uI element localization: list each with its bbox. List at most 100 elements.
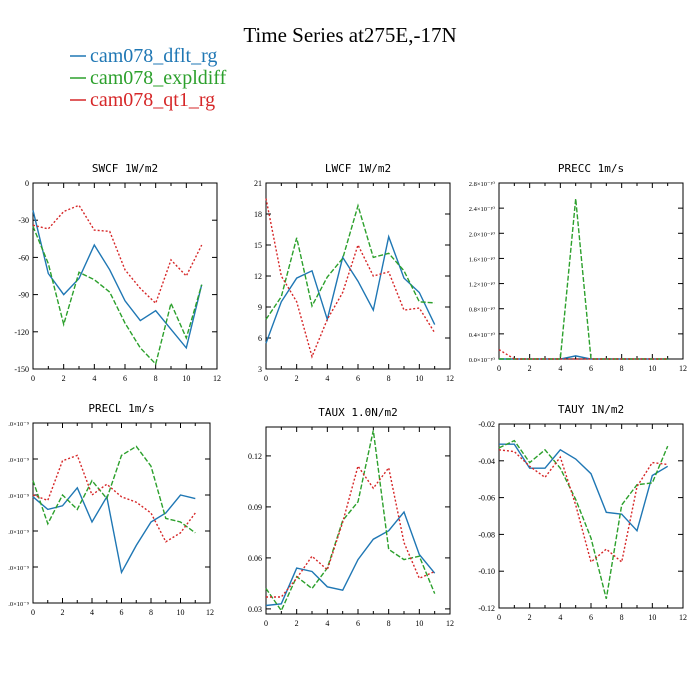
series-line xyxy=(32,226,203,366)
y-tick-label: 0.0×10⁻¹⁰ xyxy=(469,357,496,364)
series-line xyxy=(266,464,435,598)
x-tick-label: 2 xyxy=(528,613,532,622)
x-tick-label: 8 xyxy=(387,374,391,383)
x-tick-label: 8 xyxy=(620,364,624,373)
x-tick-label: 10 xyxy=(177,608,185,617)
x-tick-label: 12 xyxy=(446,374,454,383)
x-tick-label: 10 xyxy=(648,613,656,622)
y-tick-label: .0×10⁻⁹ xyxy=(8,601,29,608)
y-tick-label: -150 xyxy=(14,365,29,374)
x-tick-label: 0 xyxy=(497,364,501,373)
panel-title: TAUX 1.0N/m2 xyxy=(318,406,397,419)
y-tick-label: 0.09 xyxy=(248,503,262,512)
x-tick-label: 0 xyxy=(31,608,35,617)
panels: SWCF 1W/m20 2 4 6 8 10 12-150-120-90-60-300LWC… xyxy=(8,162,687,628)
series-line xyxy=(265,510,436,607)
x-tick-label: 2 xyxy=(528,364,532,373)
series-line xyxy=(32,486,196,575)
y-tick-label: 15 xyxy=(254,241,262,250)
y-tick-label: .0×10⁻⁹ xyxy=(8,457,29,464)
y-tick-label: -60 xyxy=(18,253,29,262)
series-line xyxy=(265,198,436,359)
figure-title: Time Series at275E,-17N xyxy=(243,23,456,47)
y-tick-label: 21 xyxy=(254,179,262,188)
x-tick-label: 4 xyxy=(558,364,562,373)
chart-panel: PRECC 1m/s 0 2 4 6 8 10 12 0.0×10⁻¹⁰ 0.4×10⁻¹⁰ 0.8… xyxy=(469,162,687,373)
y-tick-label: 2.8×10⁻¹⁰ xyxy=(469,181,496,188)
x-tick-label: 6 xyxy=(356,374,360,383)
y-tick-label: 0.4×10⁻¹⁰ xyxy=(469,332,496,339)
x-tick-label: 2 xyxy=(295,374,299,383)
legend-label: cam078_expldiff xyxy=(90,67,227,89)
series-line xyxy=(32,210,203,350)
series-line xyxy=(265,203,435,320)
y-tick-label: -30 xyxy=(18,216,29,225)
y-tick-label: -0.12 xyxy=(478,604,495,613)
x-tick-label: 12 xyxy=(446,619,454,628)
y-tick-label: .0×10⁻⁹ xyxy=(8,421,29,428)
legend-label: cam078_dflt_rg xyxy=(90,45,217,67)
legend-item: cam078_dflt_rg xyxy=(70,45,217,67)
series-line xyxy=(498,449,668,564)
plot-frame xyxy=(32,422,211,604)
y-tick-label: -0.10 xyxy=(478,567,495,576)
x-tick-label: 10 xyxy=(415,374,423,383)
series-line xyxy=(32,445,196,534)
plot-frame xyxy=(498,423,684,609)
x-tick-label: 12 xyxy=(206,608,214,617)
plot-frame xyxy=(498,182,684,360)
chart-panel: TAUX 1.0N/m2 0 2 4 6 8 10 12 0.03 0.06 0.09 0.12 xyxy=(248,406,454,628)
series-line xyxy=(498,439,669,599)
x-tick-label: 6 xyxy=(120,608,124,617)
x-tick-label: 4 xyxy=(90,608,94,617)
series-line xyxy=(499,198,668,360)
x-tick-label: 8 xyxy=(620,613,624,622)
chart-panel: SWCF 1W/m2 0 2 4 6 8 10 12 -150 -120 -90 -60 -30 0 xyxy=(14,162,221,383)
y-tick-label: .0×10⁻⁹ xyxy=(8,529,29,536)
y-tick-label: 1.6×10⁻¹⁰ xyxy=(469,256,496,263)
x-tick-label: 0 xyxy=(31,374,35,383)
x-tick-label: 10 xyxy=(182,374,190,383)
panel-title: LWCF 1W/m2 xyxy=(325,162,391,175)
x-tick-label: 8 xyxy=(387,619,391,628)
chart-panel: PRECL 1m/s 0 2 4 6 8 10 12 .0×10⁻⁹ .0×10⁻⁹ .0×10⁻⁹… xyxy=(8,402,214,617)
x-tick-label: 0 xyxy=(264,374,268,383)
y-tick-label: 0.06 xyxy=(248,554,262,563)
x-tick-label: 6 xyxy=(123,374,127,383)
y-tick-label: 18 xyxy=(254,210,262,219)
legend: cam078_dflt_rgcam078_expldiffcam078_qt1_… xyxy=(70,45,227,111)
y-tick-label: .0×10⁻⁹ xyxy=(8,565,29,572)
series-line xyxy=(265,430,436,613)
series-line xyxy=(32,454,196,543)
x-tick-label: 8 xyxy=(149,608,153,617)
x-tick-label: 6 xyxy=(356,619,360,628)
panel-title: SWCF 1W/m2 xyxy=(92,162,158,175)
y-tick-label: -90 xyxy=(18,291,29,300)
y-tick-label: 0.8×10⁻¹⁰ xyxy=(469,307,496,314)
x-tick-label: 6 xyxy=(589,364,593,373)
y-tick-label: 2.4×10⁻¹⁰ xyxy=(469,206,496,213)
y-tick-label: 9 xyxy=(258,303,262,312)
y-tick-label: -0.04 xyxy=(478,457,495,466)
x-tick-label: 12 xyxy=(679,613,687,622)
x-tick-label: 6 xyxy=(589,613,593,622)
chart-panel: TAUY 1N/m2 0 2 4 6 8 10 12 -0.12 -0.10 -0.08 -0.06 -… xyxy=(478,403,687,622)
y-tick-label: 0.12 xyxy=(248,452,262,461)
y-tick-label: -0.08 xyxy=(478,530,495,539)
x-tick-label: 10 xyxy=(415,619,423,628)
x-tick-label: 12 xyxy=(213,374,221,383)
x-tick-label: 2 xyxy=(295,619,299,628)
y-tick-label: 12 xyxy=(254,272,262,281)
y-tick-label: -0.02 xyxy=(478,420,495,429)
y-tick-label: 6 xyxy=(258,334,262,343)
x-tick-label: 10 xyxy=(648,364,656,373)
panel-title: PRECL 1m/s xyxy=(88,402,154,415)
legend-item: cam078_qt1_rg xyxy=(70,89,215,111)
x-tick-label: 4 xyxy=(92,374,96,383)
x-tick-label: 0 xyxy=(264,619,268,628)
x-tick-label: 8 xyxy=(154,374,158,383)
plot-frame xyxy=(265,426,451,615)
panel-title: TAUY 1N/m2 xyxy=(558,403,624,416)
x-tick-label: 4 xyxy=(558,613,562,622)
